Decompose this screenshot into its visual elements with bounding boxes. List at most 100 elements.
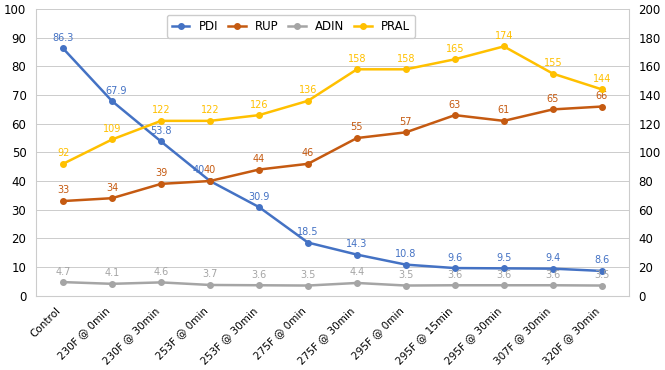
Text: 92: 92 [57, 148, 69, 158]
Text: 3.5: 3.5 [301, 270, 316, 280]
Text: 3.7: 3.7 [202, 269, 217, 279]
Text: 34: 34 [106, 183, 118, 193]
Text: 44: 44 [253, 154, 265, 164]
RUP [598, 104, 606, 109]
Text: 165: 165 [446, 44, 464, 54]
Text: 63: 63 [449, 100, 461, 110]
Text: 155: 155 [543, 58, 562, 68]
PRAL [157, 119, 165, 123]
Text: 4.4: 4.4 [349, 268, 364, 278]
Text: 144: 144 [593, 74, 611, 84]
Line: PDI: PDI [61, 46, 604, 274]
Text: 4.6: 4.6 [154, 267, 169, 277]
Text: 86.3: 86.3 [53, 33, 74, 43]
PDI [549, 266, 557, 271]
Text: 40: 40 [204, 165, 216, 175]
Text: 3.6: 3.6 [448, 270, 462, 280]
PRAL [206, 119, 214, 123]
PDI [59, 46, 67, 51]
PRAL [304, 98, 312, 103]
ADIN [157, 280, 165, 285]
Line: ADIN: ADIN [61, 279, 604, 288]
Text: 8.6: 8.6 [594, 255, 609, 265]
PDI [353, 252, 361, 257]
Text: 53.8: 53.8 [150, 126, 172, 136]
ADIN [500, 283, 508, 287]
ADIN [108, 282, 116, 286]
ADIN [549, 283, 557, 287]
PDI [451, 266, 459, 270]
Text: 109: 109 [103, 124, 121, 134]
Text: 126: 126 [250, 100, 268, 110]
PDI [157, 139, 165, 144]
Text: 18.5: 18.5 [297, 227, 319, 237]
PDI [402, 262, 410, 267]
Text: 122: 122 [201, 105, 219, 115]
Text: 30.9: 30.9 [248, 192, 270, 202]
RUP [108, 196, 116, 201]
PRAL [598, 87, 606, 92]
Text: 65: 65 [547, 94, 559, 104]
ADIN [255, 283, 263, 287]
ADIN [402, 283, 410, 288]
Line: RUP: RUP [61, 104, 604, 204]
Text: 40: 40 [193, 165, 205, 175]
PRAL [108, 137, 116, 142]
PRAL [353, 67, 361, 71]
ADIN [206, 283, 214, 287]
PRAL [500, 44, 508, 48]
Text: 158: 158 [396, 54, 415, 64]
PRAL [549, 71, 557, 76]
ADIN [353, 281, 361, 285]
ADIN [304, 283, 312, 288]
PDI [304, 240, 312, 245]
PDI [108, 99, 116, 103]
Text: 14.3: 14.3 [346, 239, 368, 249]
RUP [255, 167, 263, 172]
Text: 10.8: 10.8 [395, 249, 416, 259]
ADIN [59, 280, 67, 284]
Legend: PDI, RUP, ADIN, PRAL: PDI, RUP, ADIN, PRAL [167, 15, 415, 37]
Text: 158: 158 [348, 54, 366, 64]
Text: 46: 46 [302, 148, 314, 158]
Text: 39: 39 [155, 168, 167, 178]
PRAL [255, 113, 263, 117]
RUP [304, 162, 312, 166]
RUP [59, 199, 67, 203]
Text: 174: 174 [495, 31, 513, 41]
Text: 3.6: 3.6 [251, 270, 267, 280]
Text: 136: 136 [299, 85, 317, 95]
RUP [206, 179, 214, 183]
ADIN [598, 283, 606, 288]
RUP [157, 182, 165, 186]
PDI [255, 205, 263, 209]
Text: 3.6: 3.6 [496, 270, 511, 280]
PDI [500, 266, 508, 270]
Text: 61: 61 [497, 105, 510, 115]
Text: 122: 122 [152, 105, 170, 115]
RUP [353, 136, 361, 140]
Text: 4.7: 4.7 [55, 266, 70, 276]
RUP [549, 107, 557, 112]
Text: 3.6: 3.6 [545, 270, 561, 280]
Text: 57: 57 [400, 117, 412, 127]
ADIN [451, 283, 459, 287]
Text: 66: 66 [596, 91, 608, 101]
Text: 3.5: 3.5 [398, 270, 414, 280]
Text: 4.1: 4.1 [104, 268, 120, 278]
PDI [598, 269, 606, 273]
Text: 9.6: 9.6 [448, 252, 462, 263]
PDI [206, 179, 214, 183]
Text: 33: 33 [57, 185, 69, 195]
PRAL [402, 67, 410, 71]
Text: 55: 55 [350, 122, 363, 132]
RUP [451, 113, 459, 117]
Text: 67.9: 67.9 [106, 85, 127, 95]
Text: 9.4: 9.4 [545, 253, 561, 263]
RUP [500, 119, 508, 123]
Text: 9.5: 9.5 [496, 253, 511, 263]
Line: PRAL: PRAL [61, 44, 604, 166]
PRAL [451, 57, 459, 61]
Text: 3.5: 3.5 [594, 270, 610, 280]
PRAL [59, 162, 67, 166]
